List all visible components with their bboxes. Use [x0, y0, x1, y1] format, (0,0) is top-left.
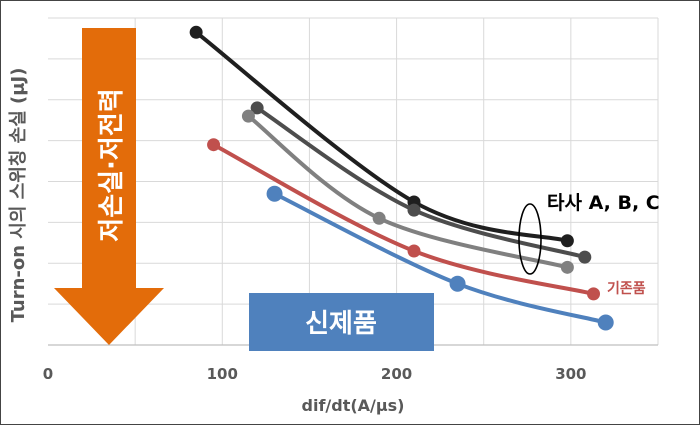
tick-labels: 0 100 200 300	[43, 365, 587, 383]
competitor-ellipse	[518, 203, 542, 275]
series-layer	[189, 25, 614, 331]
data-point	[560, 260, 574, 274]
data-point	[597, 314, 614, 331]
data-point	[449, 275, 466, 292]
low-loss-arrow	[54, 28, 164, 345]
competitor-label: 타사 A, B, C	[547, 192, 660, 214]
data-point	[250, 101, 264, 115]
series-line-3	[211, 142, 596, 296]
x-tick-label: 0	[43, 365, 53, 383]
data-point	[407, 244, 421, 258]
data-point	[578, 250, 592, 264]
low-loss-arrow-label: 저손실·저전력	[97, 88, 127, 241]
data-point	[241, 109, 255, 123]
y-axis-title: Turn-on 시의 스위칭 손실 (μJ)	[8, 68, 29, 323]
existing-label: 기존품	[607, 281, 646, 297]
data-point	[407, 203, 421, 217]
x-axis-title: dif/dt(A/μs)	[302, 396, 405, 415]
data-point	[189, 25, 203, 39]
data-point	[207, 138, 221, 152]
data-point	[266, 185, 283, 202]
series-line-0	[194, 30, 570, 243]
x-tick-label: 300	[555, 365, 586, 383]
new-product-box	[249, 293, 434, 351]
x-tick-label: 200	[381, 365, 412, 383]
x-tick-label: 100	[207, 365, 238, 383]
data-point	[560, 234, 574, 248]
data-point	[372, 211, 386, 225]
new-product-label: 신제품	[305, 309, 377, 339]
data-point	[587, 287, 601, 301]
